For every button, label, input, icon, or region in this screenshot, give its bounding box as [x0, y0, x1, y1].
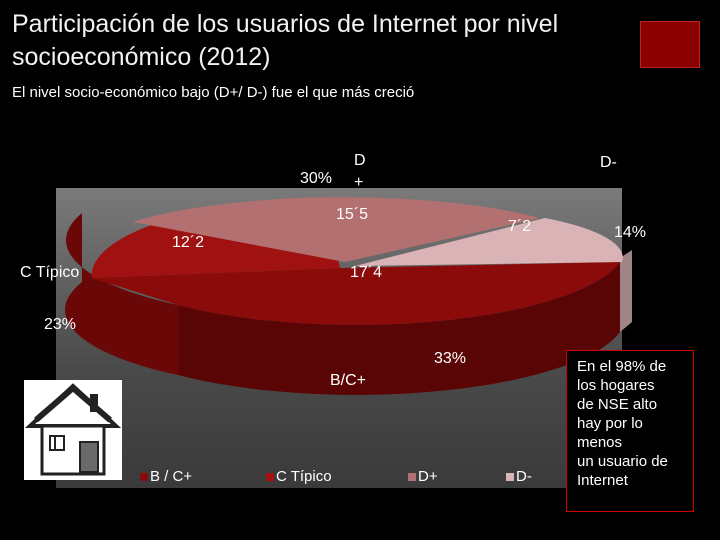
callout-box: En el 98% de los hogares de NSE alto hay… [566, 350, 694, 512]
legend-swatch [266, 473, 274, 482]
callout-line: un usuario de [577, 453, 668, 470]
ctipico-growth-label: 12´2 [172, 234, 205, 251]
legend-label: D- [516, 468, 532, 485]
bc-share-label: 33% [434, 350, 467, 367]
legend-swatch [408, 473, 416, 482]
dplus-name-label: D + [354, 152, 366, 191]
dminus-name-label: D- [600, 154, 617, 171]
callout-line: Internet [577, 472, 628, 489]
legend-item-dminus: D- [506, 468, 532, 485]
callout-line: los hogares [577, 377, 655, 394]
ctipico-name-label: C Típico [20, 264, 80, 281]
pie-side-dminus [620, 250, 632, 332]
legend-item-bc: B / C+ [140, 468, 192, 485]
legend-swatch [140, 473, 148, 482]
legend-label: D+ [418, 468, 438, 485]
dminus-share-label: 14% [614, 224, 647, 241]
legend-label: B / C+ [150, 468, 193, 485]
pie-side-ctipico [65, 213, 178, 375]
pie-slice-dplus [133, 197, 540, 262]
ctipico-share-label: 23% [44, 316, 77, 333]
house-icon [24, 380, 122, 480]
pie-slice-dminus [355, 218, 623, 266]
accent-square [640, 21, 700, 68]
bc-growth-label: 17´4 [350, 264, 383, 281]
callout-line: de NSE alto [577, 396, 658, 413]
dminus-growth-label: 7´2 [508, 218, 532, 235]
pie-slice-bc [92, 262, 620, 325]
bc-name-label: B/C+ [330, 372, 367, 389]
callout-line: hay por lo [577, 415, 643, 432]
dplus-share-label: 30% [300, 170, 333, 187]
pie-side-bc [178, 262, 620, 395]
legend-item-dplus: D+ [408, 468, 438, 485]
legend-item-ctipico: C Típico [266, 468, 332, 485]
callout-line: menos [577, 434, 623, 451]
page-title: Participación de los usuarios de Interne… [12, 10, 559, 71]
callout-line: En el 98% de [577, 358, 667, 375]
dplus-growth-label: 15´5 [336, 206, 369, 223]
chart-subtitle: El nivel socio-económico bajo (D+/ D-) f… [12, 84, 415, 101]
legend-swatch [506, 473, 514, 482]
legend-label: C Típico [276, 468, 332, 485]
